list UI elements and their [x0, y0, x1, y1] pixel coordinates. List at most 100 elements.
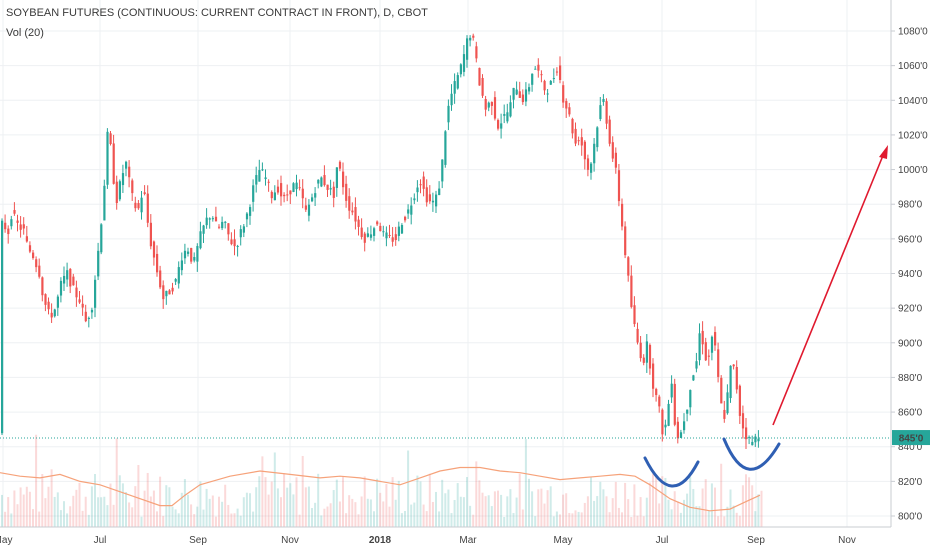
- candle-body: [661, 409, 664, 435]
- volume-bar: [292, 494, 295, 527]
- candle-body: [574, 128, 577, 144]
- volume-bar: [125, 492, 127, 527]
- volume-bar: [242, 497, 245, 527]
- candle-body: [751, 441, 754, 446]
- candle-body: [621, 203, 624, 227]
- volume-bar: [748, 477, 751, 527]
- candle-body: [444, 131, 447, 165]
- volume-bar: [543, 503, 546, 527]
- volume-bar: [25, 486, 28, 527]
- candle-body: [717, 349, 720, 377]
- volume-bar: [50, 469, 53, 527]
- candle-body: [214, 216, 218, 222]
- candle-body: [242, 226, 245, 233]
- candle-body: [87, 317, 90, 319]
- cup-arc-right: [722, 437, 781, 471]
- candle-body: [317, 179, 320, 184]
- candle-body: [633, 305, 636, 325]
- candle-body: [720, 377, 723, 404]
- volume-bar: [193, 514, 196, 527]
- volume-bar: [180, 492, 183, 527]
- volume-bar: [345, 513, 348, 527]
- volume-bar: [453, 500, 456, 527]
- volume-bar: [652, 473, 654, 527]
- volume-bar: [196, 506, 199, 527]
- volume-bar: [655, 475, 658, 527]
- candle-body: [267, 181, 270, 183]
- volume-bar: [270, 481, 273, 527]
- volume-bar: [128, 502, 131, 527]
- candle-body: [125, 161, 128, 169]
- volume-bar: [283, 473, 286, 527]
- candle-body: [506, 112, 509, 122]
- candle-body: [376, 221, 379, 225]
- candle-body: [617, 170, 621, 202]
- volume-bar: [140, 516, 143, 527]
- volume-bar: [100, 497, 103, 527]
- candle-body: [106, 131, 109, 185]
- candle-body: [171, 287, 174, 292]
- candle-body: [41, 277, 44, 296]
- volume-bar: [472, 514, 475, 527]
- candle-body: [236, 245, 239, 247]
- candle-body: [549, 80, 552, 85]
- volume-bars: [1, 434, 763, 527]
- candle-body: [205, 217, 208, 226]
- candle-body: [118, 181, 121, 200]
- volume-bar: [44, 498, 47, 527]
- candle-body: [75, 287, 78, 298]
- candle-body: [748, 437, 751, 439]
- x-tick-label: Sep: [189, 535, 207, 546]
- candle-body: [292, 183, 295, 192]
- volume-bar: [586, 496, 589, 527]
- candle-body: [162, 285, 165, 300]
- y-tick-label: 840'0: [898, 442, 923, 453]
- y-tick-label: 900'0: [898, 338, 923, 349]
- candle-body: [435, 194, 438, 207]
- volume-bar: [143, 490, 146, 527]
- candle-body: [754, 436, 757, 443]
- candle-body: [38, 265, 41, 277]
- candle-body: [652, 363, 655, 389]
- candle-body: [540, 74, 543, 76]
- volume-bar: [413, 502, 416, 527]
- volume-bar: [565, 493, 568, 527]
- volume-bar: [109, 483, 112, 527]
- candle-body: [611, 142, 614, 159]
- volume-bar: [484, 496, 487, 527]
- volume-bar: [757, 494, 760, 527]
- volume-bar: [16, 504, 19, 527]
- candle-body: [165, 290, 168, 297]
- candle-body: [407, 209, 410, 214]
- candle-body: [726, 392, 729, 414]
- candle-body: [441, 159, 444, 182]
- candle-body: [593, 143, 596, 164]
- candle-body: [245, 213, 249, 220]
- volume-bar: [351, 498, 354, 527]
- candle-body: [738, 385, 741, 416]
- candle-body: [295, 182, 298, 190]
- candle-body: [543, 80, 546, 91]
- candle-body: [413, 198, 416, 201]
- volume-bar: [627, 499, 630, 527]
- candle-body: [131, 180, 134, 194]
- volume-bar: [428, 473, 431, 527]
- last-price-badge: 845'0: [892, 430, 930, 446]
- volume-bar: [410, 504, 413, 527]
- volume-bar: [593, 500, 596, 527]
- candle-body: [270, 191, 273, 199]
- volume-bar: [469, 505, 472, 527]
- y-tick-label: 880'0: [898, 373, 923, 384]
- volume-bar: [546, 490, 549, 527]
- volume-bar: [441, 479, 444, 527]
- candle-body: [689, 390, 692, 408]
- candle-body: [400, 225, 404, 234]
- candle-body: [490, 101, 493, 106]
- volume-bar: [497, 490, 499, 527]
- candle-body: [283, 194, 286, 197]
- volume-bar: [311, 507, 313, 527]
- volume-bar: [621, 512, 623, 527]
- volume-bar: [487, 495, 490, 527]
- volume-bar: [273, 452, 276, 527]
